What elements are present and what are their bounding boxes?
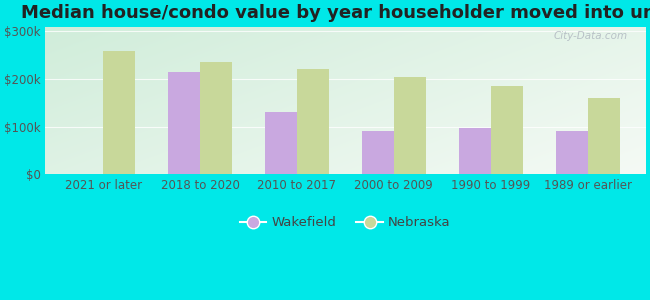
Bar (394, 76, 426, 175)
Bar (459, 128, 491, 175)
Bar (103, 51, 135, 175)
Bar (556, 131, 588, 175)
Text: City-Data.com: City-Data.com (554, 31, 628, 41)
Bar (588, 98, 619, 175)
Title: Median house/condo value by year householder moved into unit: Median house/condo value by year househo… (21, 4, 650, 22)
Bar (297, 70, 329, 175)
Bar (491, 86, 523, 175)
Bar (168, 72, 200, 175)
Bar (265, 112, 297, 175)
Bar (362, 130, 394, 175)
Legend: Wakefield, Nebraska: Wakefield, Nebraska (235, 211, 456, 235)
Bar (200, 62, 232, 175)
